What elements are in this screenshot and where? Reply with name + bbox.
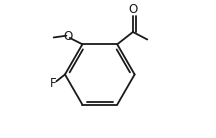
Text: O: O xyxy=(128,3,138,16)
Text: F: F xyxy=(50,77,57,90)
Text: O: O xyxy=(64,30,73,43)
